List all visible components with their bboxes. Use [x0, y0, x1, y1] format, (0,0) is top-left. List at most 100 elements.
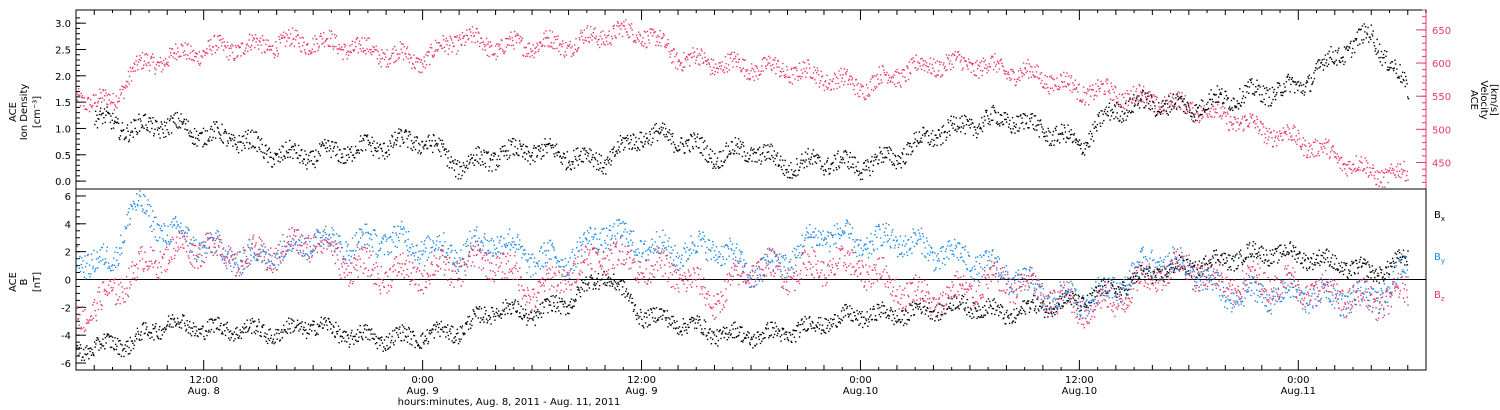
data-point-bx — [485, 310, 487, 312]
data-point-density — [811, 163, 814, 165]
data-point-velocity — [971, 64, 974, 66]
data-point-density — [627, 137, 629, 140]
data-point-velocity — [512, 39, 514, 42]
data-point-velocity — [1356, 168, 1359, 170]
data-point-density — [914, 138, 917, 140]
data-point-velocity — [249, 33, 251, 36]
data-point-velocity — [554, 38, 557, 41]
data-point-velocity — [553, 36, 555, 38]
data-point-velocity — [686, 56, 688, 58]
data-point-bx — [462, 332, 464, 334]
data-point-velocity — [215, 45, 218, 47]
data-point-velocity — [999, 59, 1002, 61]
data-point-velocity — [213, 34, 216, 37]
data-point-bx — [92, 353, 94, 356]
data-point-density — [1349, 42, 1351, 44]
data-point-velocity — [1342, 163, 1345, 166]
data-point-density — [872, 170, 874, 173]
data-point-velocity — [870, 88, 873, 91]
data-point-density — [1117, 103, 1120, 106]
data-point-density — [219, 137, 221, 139]
data-point-velocity — [451, 51, 453, 53]
data-point-velocity — [1040, 82, 1042, 84]
data-point-bx — [518, 316, 520, 318]
data-point-velocity — [406, 47, 408, 50]
data-point-density — [1223, 97, 1226, 100]
data-point-density — [1177, 98, 1180, 101]
data-point-velocity — [427, 50, 430, 52]
data-point-density — [783, 174, 786, 176]
data-point-density — [628, 143, 630, 145]
data-point-density — [615, 150, 618, 152]
data-point-velocity — [1402, 171, 1404, 173]
data-point-velocity — [236, 56, 238, 58]
data-point-density — [571, 163, 574, 165]
data-point-velocity — [457, 39, 460, 42]
data-point-density — [323, 144, 325, 147]
data-point-density — [345, 162, 347, 164]
data-point-velocity — [790, 68, 792, 71]
data-point-velocity — [1187, 103, 1190, 106]
data-point-velocity — [1114, 87, 1117, 89]
data-point-bx — [409, 331, 412, 333]
data-point-velocity — [106, 94, 108, 97]
data-point-velocity — [214, 52, 216, 54]
data-point-velocity — [391, 52, 393, 55]
data-point-velocity — [124, 87, 126, 89]
data-point-bx — [385, 349, 387, 351]
data-point-velocity — [1264, 133, 1266, 135]
data-point-bx — [475, 315, 477, 317]
data-point-density — [1216, 101, 1218, 103]
data-point-density — [640, 131, 643, 134]
data-point-velocity — [593, 37, 596, 39]
data-point-density — [936, 144, 938, 147]
data-point-velocity — [1160, 106, 1162, 108]
data-point-density — [307, 158, 309, 161]
data-point-bx — [453, 337, 455, 339]
data-point-bx — [494, 319, 496, 321]
data-point-density — [1154, 115, 1157, 117]
data-point-velocity — [669, 56, 671, 58]
data-point-density — [852, 163, 854, 165]
data-point-velocity — [885, 74, 887, 76]
data-point-bx — [524, 308, 527, 311]
data-point-bx — [91, 348, 93, 351]
data-point-velocity — [1343, 162, 1345, 165]
data-point-density — [528, 152, 530, 154]
data-point-velocity — [812, 72, 815, 74]
data-point-velocity — [1034, 66, 1036, 68]
data-point-density — [736, 143, 738, 145]
data-point-density — [1209, 98, 1212, 101]
data-point-velocity — [317, 49, 319, 52]
data-point-density — [581, 160, 583, 163]
data-point-velocity — [1287, 138, 1290, 141]
data-point-velocity — [760, 70, 762, 72]
data-point-velocity — [1067, 84, 1069, 86]
data-point-velocity — [1363, 168, 1365, 170]
data-point-density — [294, 143, 296, 145]
data-point-density — [499, 148, 502, 150]
data-point-velocity — [136, 55, 138, 57]
data-point-density — [273, 163, 276, 165]
data-point-density — [564, 156, 567, 159]
data-point-velocity — [802, 72, 804, 74]
data-point-density — [1117, 117, 1119, 120]
data-point-bx — [270, 334, 273, 337]
data-point-density — [644, 143, 646, 145]
data-point-bx — [457, 342, 460, 345]
data-point-velocity — [1157, 113, 1159, 115]
data-point-bx — [341, 336, 343, 338]
data-point-bx — [206, 334, 208, 337]
data-point-velocity — [1265, 127, 1267, 130]
data-point-density — [1401, 71, 1404, 73]
data-point-density — [1026, 115, 1028, 117]
data-point-density — [397, 132, 399, 134]
data-point-density — [223, 131, 226, 133]
data-point-density — [811, 153, 813, 155]
data-point-density — [709, 148, 712, 150]
b-field-series — [76, 190, 1409, 362]
data-point-bx — [350, 332, 352, 334]
data-point-velocity — [742, 67, 744, 69]
data-point-density — [541, 143, 543, 146]
data-point-density — [977, 125, 980, 127]
